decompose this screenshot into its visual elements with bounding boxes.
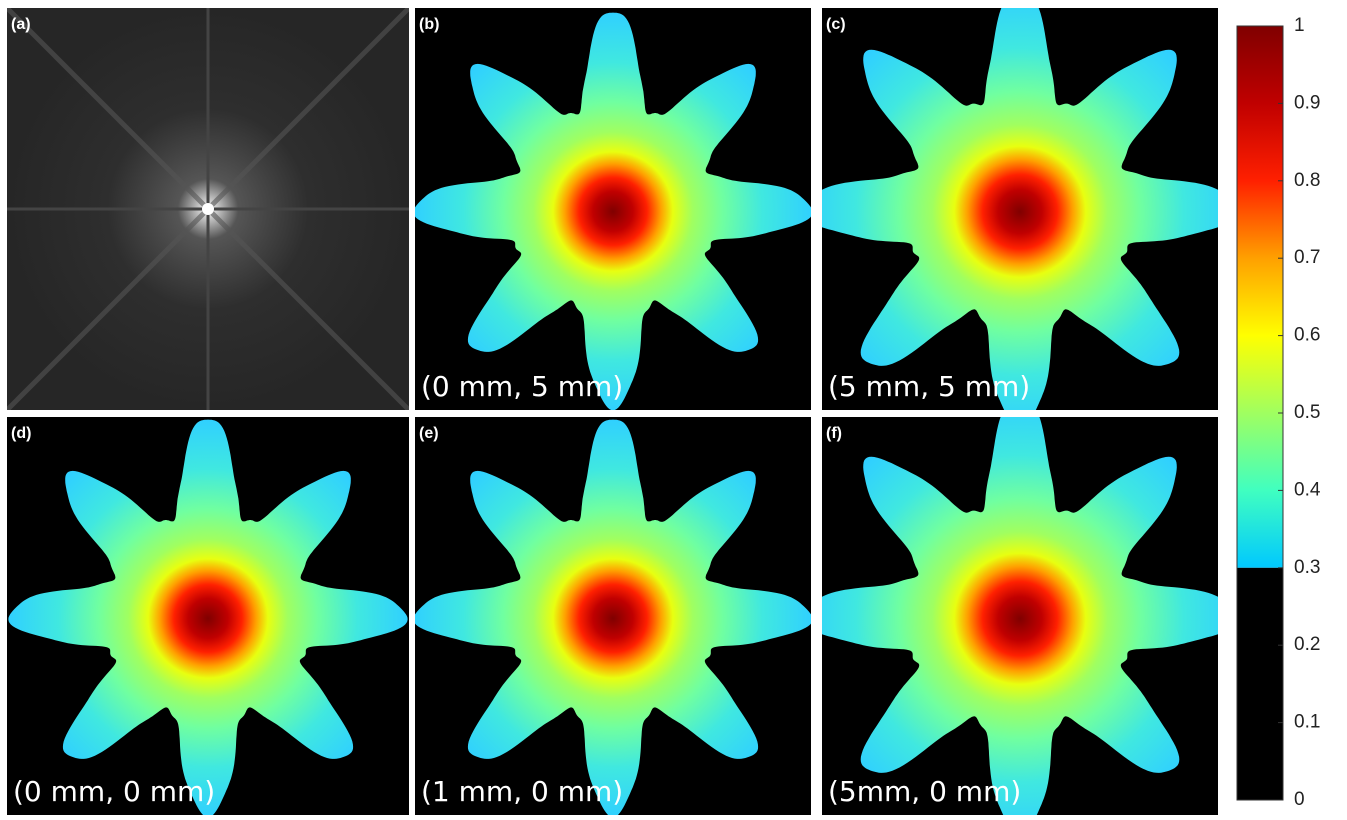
panel: (a) — [7, 8, 409, 410]
panel: (b) (0 mm, 5 mm) — [413, 8, 812, 410]
panel-image — [413, 8, 812, 410]
panel-caption: (1 mm, 0 mm) — [421, 775, 623, 808]
colorbar-black — [1237, 568, 1283, 800]
panel-image — [801, 0, 1239, 430]
tick-label: 0.6 — [1294, 325, 1320, 346]
tick-label: 0.5 — [1294, 402, 1320, 423]
tick-label: 1 — [1294, 15, 1305, 36]
figure: (a) (b) (0 mm, 5 mm) (c) (5 mm, 5 mm) (d) (0 m… — [0, 0, 1347, 815]
star-intensity — [801, 401, 1239, 816]
panel: (d) (0 mm, 0 mm) — [7, 417, 409, 815]
panel-label: (c) — [826, 16, 846, 33]
panel-caption: (5mm, 0 mm) — [828, 775, 1021, 808]
panel-image — [801, 401, 1239, 816]
center-glow — [202, 203, 214, 215]
panel-caption: (5 mm, 5 mm) — [828, 370, 1030, 403]
panel: (e) (1 mm, 0 mm) — [413, 417, 812, 815]
panel-label: (f) — [826, 425, 842, 442]
panel-image — [7, 417, 409, 815]
panel-label: (a) — [11, 16, 31, 33]
panel: (c) (5 mm, 5 mm) — [801, 0, 1239, 430]
panel-caption: (0 mm, 0 mm) — [13, 775, 215, 808]
panel-image — [413, 417, 812, 815]
panel-label: (b) — [419, 16, 439, 33]
panel-caption: (0 mm, 5 mm) — [421, 370, 623, 403]
tick-label: 0.3 — [1294, 557, 1320, 578]
colorbar-jet — [1237, 26, 1283, 568]
tick-label: 0 — [1294, 789, 1305, 810]
tick-label: 0.7 — [1294, 247, 1320, 268]
tick-label: 0.4 — [1294, 479, 1321, 500]
panel-label: (e) — [419, 425, 439, 442]
panel-image — [7, 8, 409, 410]
panel-label: (d) — [11, 425, 31, 442]
tick-label: 0.1 — [1294, 712, 1320, 733]
tick-label: 0.9 — [1294, 92, 1320, 113]
tick-label: 0.8 — [1294, 170, 1320, 191]
panel: (f) (5mm, 0 mm) — [801, 401, 1239, 816]
tick-label: 0.2 — [1294, 634, 1320, 655]
